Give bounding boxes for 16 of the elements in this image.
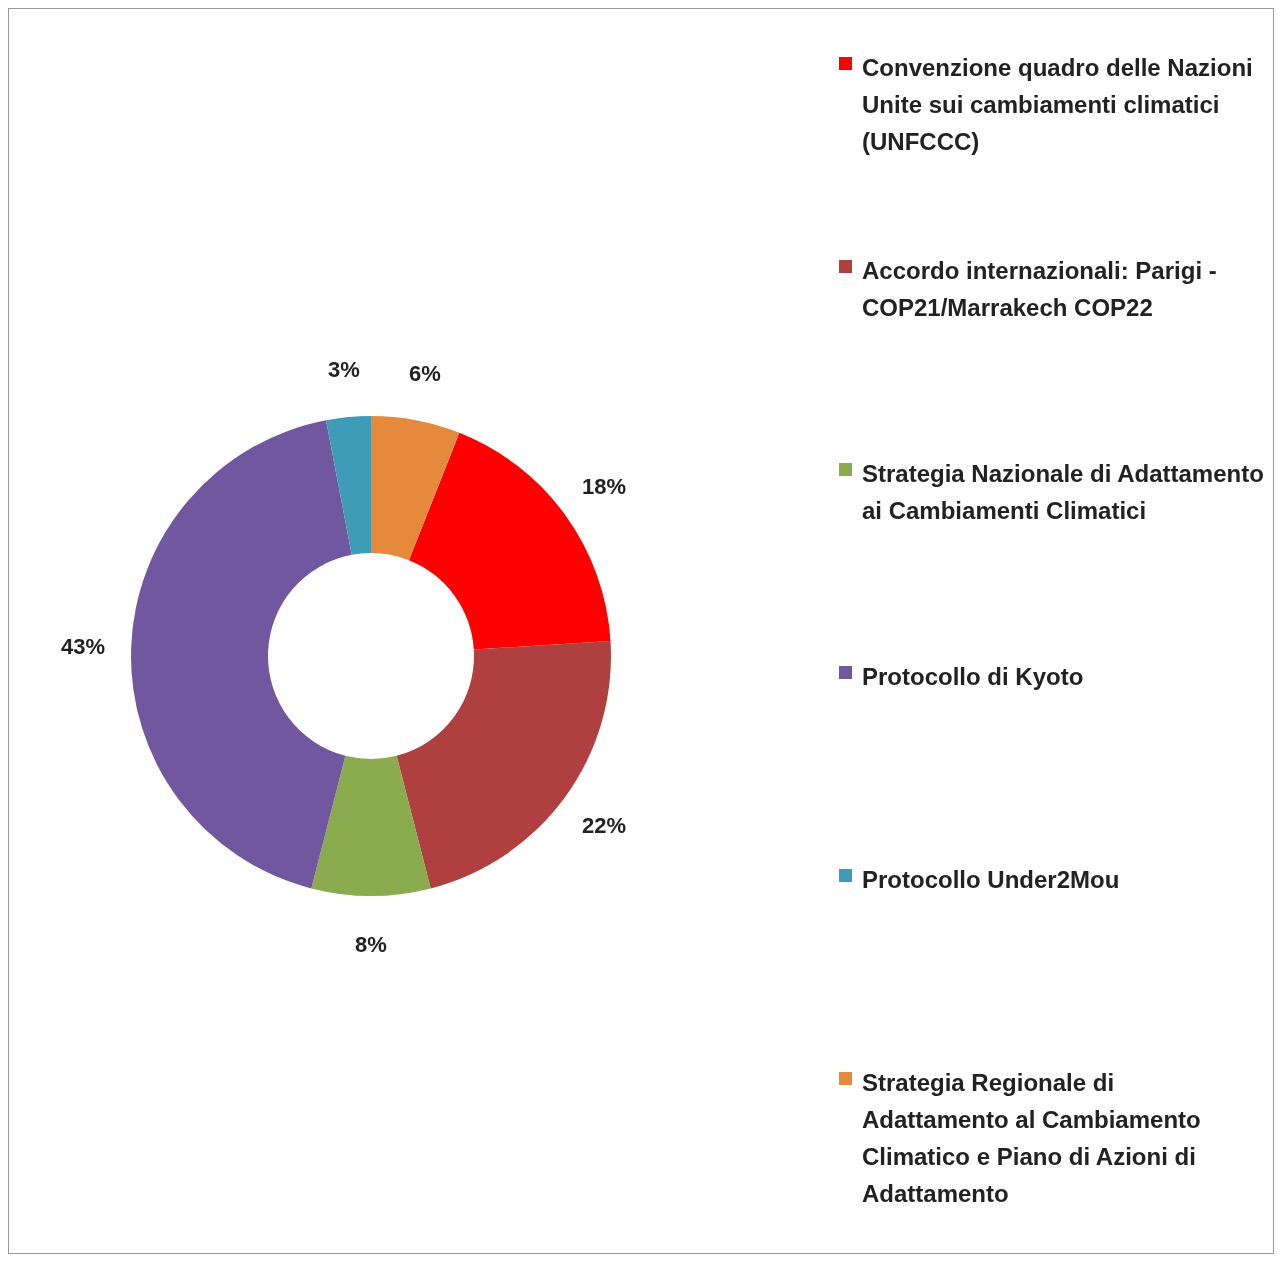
data-label: 6% — [409, 360, 441, 386]
legend-label: Strategia Regionale di Adattamento al Cambiamento Climatico e Piano di Azioni di Adattamento — [862, 1068, 1202, 1209]
data-label: 8% — [355, 931, 387, 957]
donut-slice — [371, 416, 460, 561]
legend-label: Accordo internazionali: Parigi - COP21/Marrakech COP22 — [862, 256, 1218, 323]
donut-slice — [311, 755, 431, 896]
legend-label: Convenzione quadro delle Nazioni Unite sui cambiamenti climatici (UNFCCC) — [862, 53, 1254, 157]
data-label: 3% — [328, 356, 360, 382]
data-label: 18% — [581, 474, 627, 500]
data-label: 22% — [581, 812, 627, 838]
legend-label: Protocollo di Kyoto — [862, 662, 1084, 692]
legend-label: Strategia Nazionale di Adattamento ai Cambiamenti Climatici — [862, 459, 1264, 526]
data-label: 43% — [61, 634, 106, 660]
donut-slice — [131, 420, 352, 889]
donut-slice — [326, 416, 371, 555]
legend-label: Protocollo Under2Mou — [862, 865, 1120, 895]
